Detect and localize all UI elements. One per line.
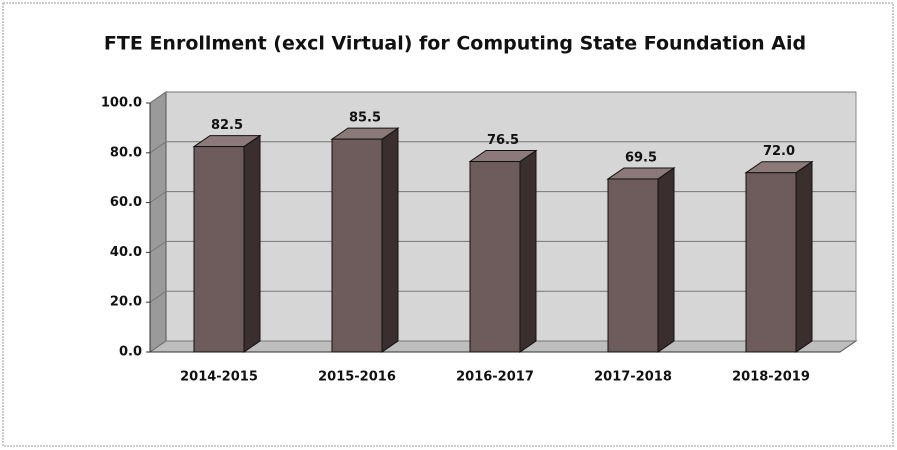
bar [469, 161, 521, 353]
bar [193, 146, 245, 353]
bar-side [381, 127, 399, 353]
y-tick-label: 80.0 [110, 145, 142, 160]
value-label: 85.5 [349, 111, 381, 126]
chart-title: FTE Enrollment (excl Virtual) for Comput… [104, 33, 806, 55]
bar-side [657, 166, 675, 353]
bar-side [243, 134, 261, 353]
y-tick-label: 0.0 [119, 345, 142, 360]
y-tick-label: 100.0 [101, 96, 142, 111]
x-tick-label: 2017-2018 [594, 370, 672, 385]
y-tick-label: 20.0 [110, 295, 142, 310]
grid-line [149, 141, 856, 154]
value-label: 76.5 [487, 133, 519, 148]
value-label: 69.5 [625, 150, 657, 165]
side-wall [149, 91, 167, 353]
value-label: 82.5 [211, 118, 243, 133]
x-tick-label: 2014-2015 [180, 370, 258, 385]
bar-side [519, 149, 537, 353]
x-tick-label: 2018-2019 [732, 370, 810, 385]
y-tick-label: 60.0 [110, 195, 142, 210]
y-tick-label: 40.0 [110, 245, 142, 260]
x-tick-label: 2016-2017 [456, 370, 534, 385]
bar-side [795, 160, 813, 353]
bar [745, 172, 797, 353]
x-tick-label: 2015-2016 [318, 370, 396, 385]
bar [331, 138, 383, 353]
bar [607, 178, 659, 353]
value-label: 72.0 [763, 144, 795, 159]
grid-line [149, 91, 856, 104]
